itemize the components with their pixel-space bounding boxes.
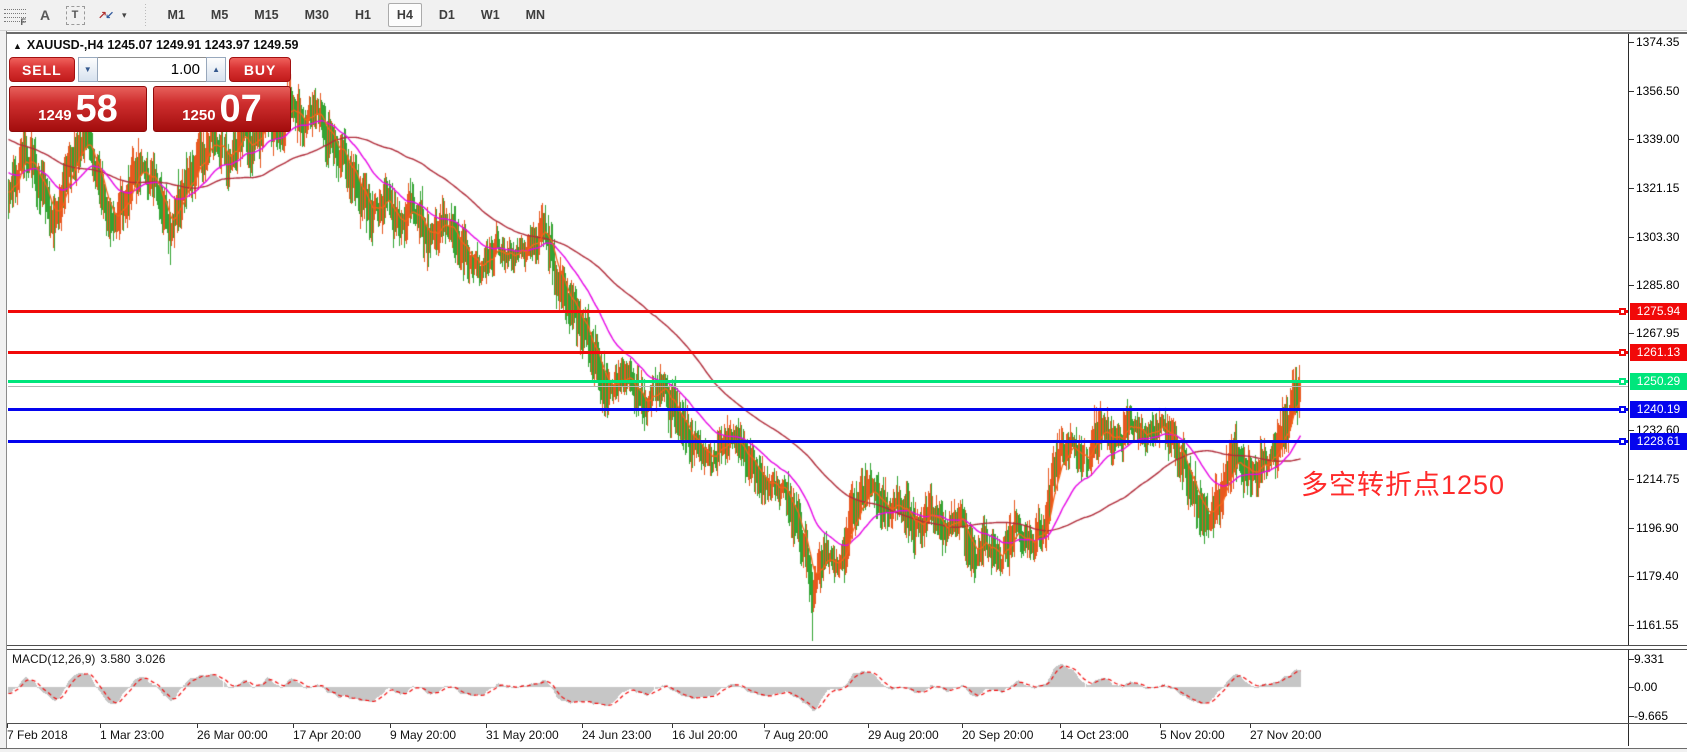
buy-price-pips: 07 xyxy=(219,88,262,130)
sell-button[interactable]: SELL xyxy=(9,57,75,82)
ohlc-values: 1245.07 1249.91 1243.97 1249.59 xyxy=(107,38,299,52)
price-tick: 1285.80 xyxy=(1636,278,1680,292)
price-axis-line xyxy=(1628,34,1629,746)
price-tick: 1356.50 xyxy=(1636,84,1680,98)
timeframe-h1-button[interactable]: H1 xyxy=(354,8,371,22)
chevron-down-icon[interactable]: ▾ xyxy=(122,9,127,20)
time-tick: 7 Aug 20:00 xyxy=(764,728,829,742)
fibonacci-icon-label: F xyxy=(20,17,27,27)
timeframe-m5-button[interactable]: M5 xyxy=(210,8,229,22)
time-tick: 31 May 20:00 xyxy=(486,728,559,742)
volume-input[interactable] xyxy=(97,57,206,82)
time-tick: 29 Aug 20:00 xyxy=(868,728,939,742)
price-tick: 1179.40 xyxy=(1636,569,1679,583)
sell-price-box[interactable]: 1249 58 xyxy=(9,86,147,132)
text-label-icon[interactable]: A xyxy=(39,7,51,23)
time-tick: 14 Oct 23:00 xyxy=(1060,728,1129,742)
current-price-line xyxy=(8,386,1628,387)
timeframe-h4-button[interactable]: H4 xyxy=(387,3,422,27)
volume-decrease-button[interactable]: ▼ xyxy=(77,57,98,82)
resistance-line-1261[interactable] xyxy=(8,351,1628,354)
price-tick: 1214.75 xyxy=(1636,472,1680,486)
time-tick: 9 May 20:00 xyxy=(390,728,457,742)
time-tick: 27 Nov 20:00 xyxy=(1250,728,1322,742)
timeframe-mn-button[interactable]: MN xyxy=(525,8,546,22)
chart-text-annotation[interactable]: 多空转折点1250 xyxy=(1301,470,1506,500)
fibonacci-icon[interactable]: F xyxy=(3,3,27,27)
macd-axis-tick: 0.00 xyxy=(1634,680,1658,694)
price-tick: 1339.00 xyxy=(1636,132,1680,146)
text-box-icon[interactable]: T xyxy=(63,3,87,27)
line-handle-icon[interactable] xyxy=(1619,438,1626,445)
buy-price-main: 1250 xyxy=(182,107,216,124)
symbol-ohlc-header: ▲ XAUUSD-,H4 1245.07 1249.91 1243.97 1249.… xyxy=(13,38,302,52)
price-badge-1240: 1240.19 xyxy=(1630,401,1687,418)
window-top-frame xyxy=(6,32,1687,34)
price-tick: 1161.55 xyxy=(1636,618,1679,632)
timeframe-m30-button[interactable]: M30 xyxy=(304,8,329,22)
macd-axis-tick: -9.665 xyxy=(1634,709,1669,723)
text-box-glyph: T xyxy=(65,5,85,25)
pivot-line-1250[interactable] xyxy=(8,380,1628,383)
price-tick: 1374.35 xyxy=(1636,35,1680,49)
time-tick: 1 Mar 23:00 xyxy=(100,728,165,742)
time-tick: 7 Feb 2018 xyxy=(7,728,68,742)
toolbar: F A T ↗ ↙ ▾ M1 M5 M15 M30 H1 H4 D1 W1 MN xyxy=(0,0,1687,31)
line-handle-icon[interactable] xyxy=(1619,308,1626,315)
timeframe-m1-button[interactable]: M1 xyxy=(167,8,185,22)
macd-bottom-border xyxy=(6,723,1687,724)
macd-signal-value: 3.026 xyxy=(135,652,166,666)
arrow-objects-icon[interactable]: ↗ ↙ xyxy=(97,9,115,22)
time-tick: 5 Nov 20:00 xyxy=(1160,728,1225,742)
sell-price-pips: 58 xyxy=(75,88,118,130)
price-badge-1228: 1228.61 xyxy=(1630,433,1687,450)
toolbar-separator xyxy=(142,4,148,26)
macd-main-value: 3.580 xyxy=(100,652,131,666)
support-line-1240[interactable] xyxy=(8,408,1628,411)
line-handle-icon[interactable] xyxy=(1619,349,1626,356)
price-tick: 1267.95 xyxy=(1636,326,1680,340)
price-tick: 1303.30 xyxy=(1636,230,1680,244)
price-tick: 1321.15 xyxy=(1636,181,1680,195)
collapse-triangle-icon[interactable]: ▲ xyxy=(13,41,22,51)
timeframe-d1-button[interactable]: D1 xyxy=(438,8,455,22)
time-tick: 20 Sep 20:00 xyxy=(962,728,1034,742)
one-click-trade-panel: SELL ▼ ▲ BUY 1249 58 1250 07 xyxy=(9,57,292,132)
macd-axis-tick: 9.331 xyxy=(1634,652,1665,666)
volume-increase-button[interactable]: ▲ xyxy=(205,57,227,82)
sell-price-main: 1249 xyxy=(38,107,72,124)
timeframe-m15-button[interactable]: M15 xyxy=(254,8,279,22)
line-handle-icon[interactable] xyxy=(1619,378,1626,385)
symbol-label: XAUUSD-,H4 xyxy=(26,38,104,52)
time-tick: 24 Jun 23:00 xyxy=(582,728,652,742)
buy-price-box[interactable]: 1250 07 xyxy=(153,86,291,132)
window-left-frame xyxy=(0,30,7,752)
time-tick: 26 Mar 00:00 xyxy=(197,728,268,742)
timeframe-w1-button[interactable]: W1 xyxy=(480,8,500,22)
indicator-splitter[interactable] xyxy=(6,645,1687,650)
price-badge-1261: 1261.13 xyxy=(1630,344,1687,361)
macd-indicator-label: MACD(12,26,9) 3.580 3.026 xyxy=(12,652,166,666)
line-handle-icon[interactable] xyxy=(1619,406,1626,413)
window-bottom-frame xyxy=(0,748,1687,752)
price-badge-1275: 1275.94 xyxy=(1630,303,1687,320)
price-badge-1250: 1250.29 xyxy=(1630,373,1687,390)
time-tick: 17 Apr 20:00 xyxy=(293,728,362,742)
time-tick: 16 Jul 20:00 xyxy=(672,728,738,742)
resistance-line-1275[interactable] xyxy=(8,310,1628,313)
price-tick: 1196.90 xyxy=(1636,521,1679,535)
support-line-1228[interactable] xyxy=(8,440,1628,443)
buy-button[interactable]: BUY xyxy=(229,57,292,82)
